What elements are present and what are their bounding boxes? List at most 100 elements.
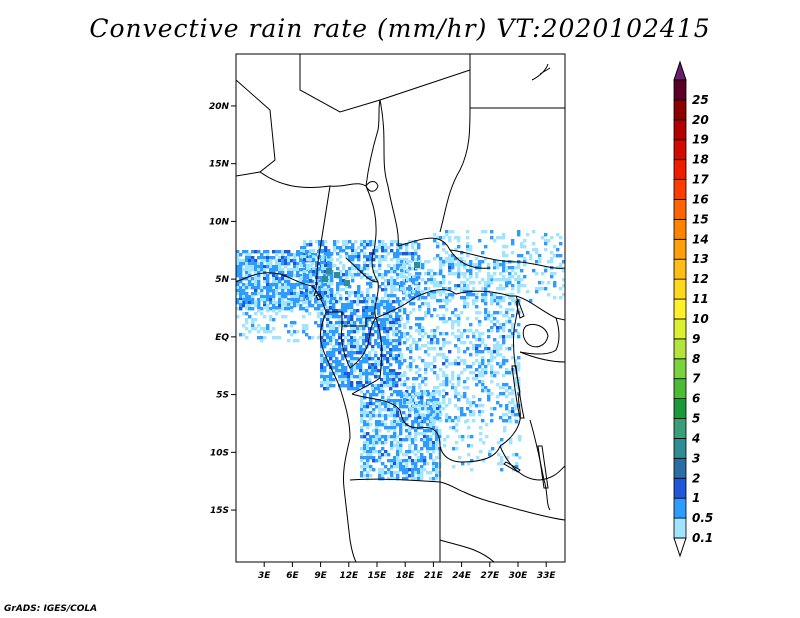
border-sudan-car [397,237,491,269]
border-nigeria-cameroon [313,185,331,297]
colorbar-swatch [673,79,687,101]
border-drc-zambia [499,391,521,447]
border-zambia-south [463,491,565,521]
credit-text: GrADS: IGES/COLA [4,604,98,614]
country-borders [236,54,565,562]
colorbar-label: 19 [692,133,709,147]
colorbar-swatch [673,119,687,141]
colorbar-swatch [673,457,687,479]
colorbar-swatch [673,298,687,320]
lon-tick-label: 3E [258,571,271,581]
colorbar-swatch [673,358,687,380]
border-mali-niger [236,79,276,177]
lon-tick-label: 27E [480,571,500,581]
lat-tick-label: 15N [209,160,230,170]
colorbar-label: 15 [692,212,709,226]
colorbar-swatch [673,477,687,499]
colorbar-swatch [673,139,687,161]
border-cameroon-car [345,257,379,319]
border-tanzania [519,351,565,363]
border-congo-drc [351,317,383,395]
lat-tick-label: 10N [209,217,230,227]
colorbar-label: 14 [692,232,709,246]
colorbar-swatch [673,278,687,300]
colorbar-over-arrow [673,60,687,81]
border-sudan-north [439,107,471,233]
colorbar-label: 8 [692,352,700,366]
colorbar-label: 11 [692,292,709,306]
border-zambia-zimbabwe [499,445,565,481]
colorbar-swatch [673,497,687,519]
latitude-axis: 20N 15N 10N 5N EQ 5S 10S 15S [209,102,236,516]
colorbar-label: 17 [692,173,709,187]
lat-tick-label: 5N [215,275,229,285]
colorbar-swatch [673,99,687,121]
red-sea-coast [531,63,551,81]
lat-tick-label: 15S [210,506,229,516]
lon-tick-label: 9E [314,571,327,581]
colorbar-swatch [673,398,687,419]
lon-tick-label: 18E [396,571,416,581]
colorbar-swatch [673,418,687,439]
border-kenya [555,317,565,321]
lake-victoria [522,323,549,348]
border-niger-nigeria [259,171,367,188]
border-sudan-southsudan [449,249,565,269]
map-title: Convective rain rate (mm/hr) VT:20201024… [89,14,711,43]
colorbar-label: 7 [692,372,701,386]
border-algeria-niger [299,54,381,113]
lon-tick-label: 24E [452,571,472,581]
border-car-congo [375,289,511,319]
colorbar-swatch [673,159,687,180]
colorbar-swatch [673,338,687,360]
colorbar-label: 0.1 [692,531,713,545]
lon-tick-label: 33E [537,571,557,581]
colorbar-swatch [673,199,687,220]
lon-tick-label: 6E [286,571,299,581]
colorbar-label: 12 [692,272,709,286]
map-frame [235,53,566,563]
lon-tick-label: 12E [339,571,359,581]
colorbar-label: 6 [692,392,700,406]
border-niger-chad [365,99,381,187]
colorbar-swatch [673,378,687,400]
colorbar-label: 2 [692,471,700,485]
island-bioko [315,293,323,301]
border-chad-car [365,185,379,283]
colorbar-label: 1 [692,491,700,505]
rain-field [236,230,565,481]
colorbar-swatch [673,318,687,340]
colorbar-label: 5 [692,412,700,426]
border-angola-namibia [349,478,465,493]
longitude-axis: 3E 6E 9E 12E 15E 18E 21E 24E 27E 30E 33E [258,562,556,581]
colorbar-swatch [673,438,687,459]
colorbar-label: 20 [692,113,709,127]
lake-malawi [537,445,549,489]
colorbar-swatch [673,179,687,200]
colorbar-swatch [673,517,687,539]
lake-kariba [503,461,521,473]
lon-tick-label: 21E [424,571,444,581]
border-malawi [529,419,551,511]
lon-tick-label: 30E [509,571,529,581]
border-drc-angola [351,393,501,463]
colorbar-label: 25 [692,93,709,107]
colorbar-label: 10 [692,312,709,326]
lon-tick-label: 15E [368,571,388,581]
colorbar-label: 16 [692,192,709,206]
colorbar-label: 4 [691,431,700,445]
lake-albert [515,299,525,319]
border-uganda [515,295,560,355]
colorbar-under-arrow [673,537,687,558]
lat-tick-label: EQ [215,333,229,343]
colorbar-swatch [673,238,687,260]
colorbar-label: 18 [692,153,709,167]
colorbar-label: 3 [692,451,700,465]
colorbar-label: 9 [692,332,700,346]
coastline-west [236,272,357,562]
border-gabon-congo [341,317,377,369]
colorbar-label: 13 [692,252,709,266]
border-chad-sudan [379,99,399,247]
